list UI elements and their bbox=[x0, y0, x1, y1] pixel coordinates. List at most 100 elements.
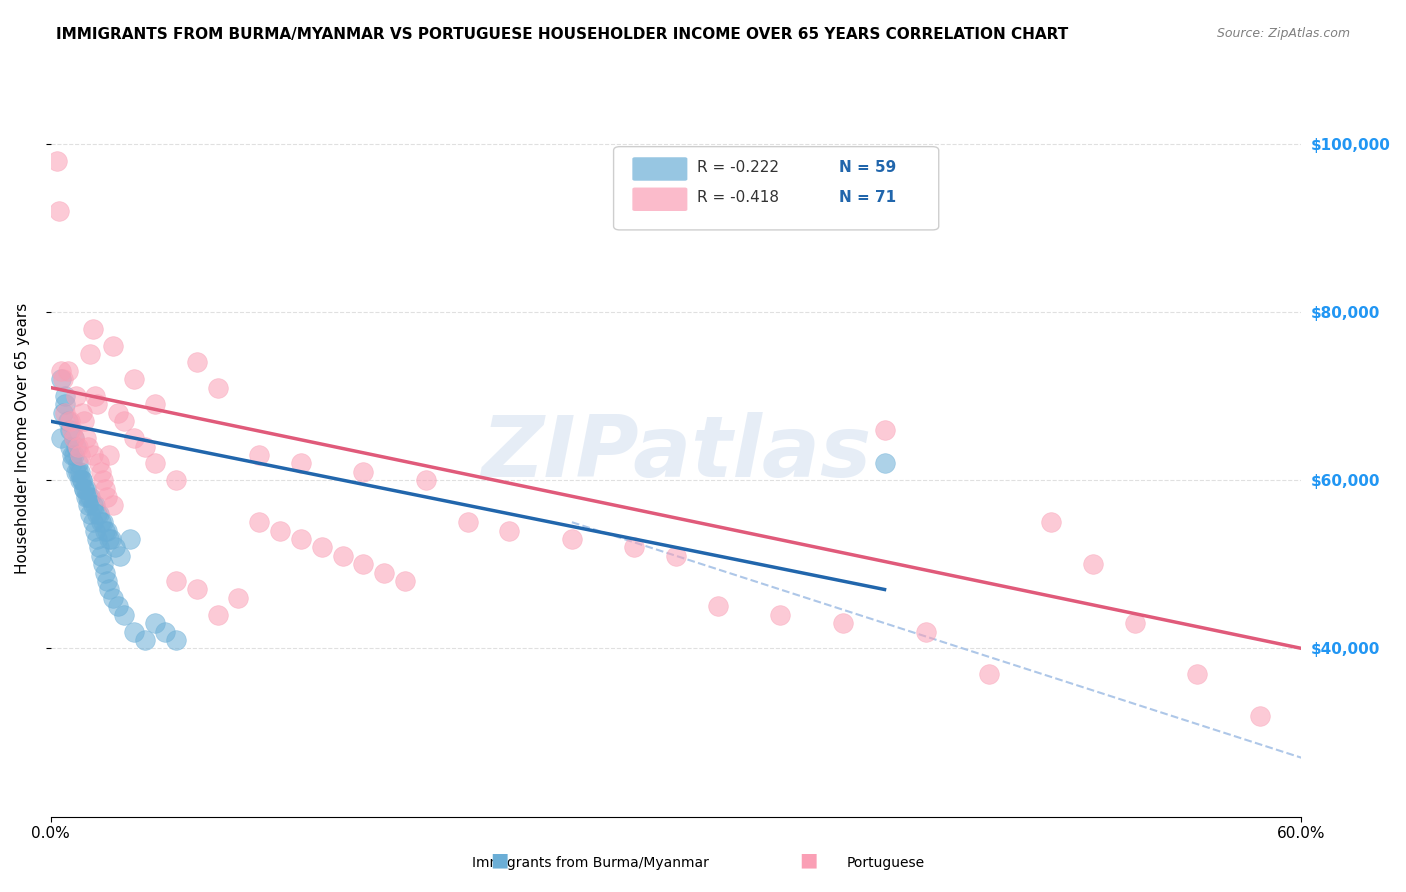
Point bbox=[165, 473, 187, 487]
Point bbox=[103, 499, 125, 513]
Point bbox=[73, 482, 96, 496]
Point bbox=[831, 616, 853, 631]
Point bbox=[87, 456, 110, 470]
Point bbox=[134, 440, 156, 454]
Point bbox=[96, 574, 118, 588]
Text: Immigrants from Burma/Myanmar: Immigrants from Burma/Myanmar bbox=[472, 855, 709, 870]
Point bbox=[62, 431, 84, 445]
Point bbox=[62, 431, 84, 445]
Point bbox=[290, 532, 312, 546]
Point bbox=[73, 414, 96, 428]
Point bbox=[66, 465, 89, 479]
Point bbox=[394, 574, 416, 588]
Point bbox=[58, 440, 80, 454]
Point bbox=[143, 397, 166, 411]
Point bbox=[82, 499, 104, 513]
Point bbox=[70, 473, 93, 487]
Point bbox=[122, 372, 145, 386]
Point bbox=[134, 632, 156, 647]
Point bbox=[247, 448, 270, 462]
Point bbox=[60, 448, 83, 462]
Point bbox=[498, 524, 520, 538]
Point bbox=[86, 532, 108, 546]
Point bbox=[1081, 558, 1104, 572]
Point bbox=[108, 549, 131, 563]
Text: ■: ■ bbox=[799, 851, 818, 870]
Point bbox=[353, 558, 375, 572]
Point bbox=[55, 406, 77, 420]
Point bbox=[122, 431, 145, 445]
Point bbox=[51, 372, 73, 386]
Point bbox=[112, 414, 135, 428]
Point bbox=[75, 482, 97, 496]
Point bbox=[96, 490, 118, 504]
Point bbox=[56, 364, 79, 378]
Point bbox=[353, 465, 375, 479]
Point bbox=[62, 448, 84, 462]
Point bbox=[52, 406, 75, 420]
Point bbox=[56, 414, 79, 428]
Point bbox=[69, 465, 91, 479]
Point bbox=[977, 666, 1000, 681]
Point bbox=[79, 347, 101, 361]
Point bbox=[90, 549, 112, 563]
Point bbox=[98, 582, 121, 597]
Text: ■: ■ bbox=[489, 851, 509, 870]
Text: IMMIGRANTS FROM BURMA/MYANMAR VS PORTUGUESE HOUSEHOLDER INCOME OVER 65 YEARS COR: IMMIGRANTS FROM BURMA/MYANMAR VS PORTUGU… bbox=[56, 27, 1069, 42]
Point bbox=[561, 532, 583, 546]
Point bbox=[228, 591, 250, 605]
Point bbox=[48, 204, 70, 219]
Point bbox=[66, 440, 89, 454]
Point bbox=[165, 574, 187, 588]
FancyBboxPatch shape bbox=[613, 146, 939, 230]
Point bbox=[373, 566, 395, 580]
Point bbox=[91, 558, 114, 572]
Point bbox=[98, 532, 121, 546]
Point bbox=[103, 338, 125, 352]
Point bbox=[82, 515, 104, 529]
Point bbox=[83, 524, 105, 538]
Point bbox=[60, 456, 83, 470]
Point bbox=[107, 406, 129, 420]
Point bbox=[769, 607, 792, 622]
Point bbox=[1185, 666, 1208, 681]
Point bbox=[86, 507, 108, 521]
Point bbox=[73, 482, 96, 496]
Point bbox=[52, 372, 75, 386]
Point bbox=[665, 549, 688, 563]
Text: N = 59: N = 59 bbox=[839, 160, 896, 175]
Text: R = -0.418: R = -0.418 bbox=[697, 190, 779, 205]
Text: N = 71: N = 71 bbox=[839, 190, 896, 205]
Point bbox=[91, 473, 114, 487]
Point bbox=[90, 515, 112, 529]
Point bbox=[55, 389, 77, 403]
Point bbox=[86, 397, 108, 411]
Point bbox=[122, 624, 145, 639]
Point bbox=[51, 364, 73, 378]
Point bbox=[415, 473, 437, 487]
Point bbox=[87, 507, 110, 521]
Point bbox=[94, 566, 117, 580]
Point bbox=[77, 490, 100, 504]
Point bbox=[66, 456, 89, 470]
Point bbox=[83, 389, 105, 403]
Point bbox=[143, 616, 166, 631]
Point bbox=[94, 482, 117, 496]
Point bbox=[1040, 515, 1063, 529]
Point bbox=[186, 355, 208, 369]
Point bbox=[60, 423, 83, 437]
Point bbox=[79, 507, 101, 521]
Point bbox=[96, 524, 118, 538]
Point bbox=[915, 624, 938, 639]
Point bbox=[332, 549, 354, 563]
Point bbox=[77, 440, 100, 454]
Text: R = -0.222: R = -0.222 bbox=[697, 160, 779, 175]
Point bbox=[82, 448, 104, 462]
Point bbox=[165, 632, 187, 647]
Point bbox=[186, 582, 208, 597]
Point bbox=[118, 532, 141, 546]
Point bbox=[58, 423, 80, 437]
Point bbox=[87, 541, 110, 555]
Point bbox=[90, 465, 112, 479]
Point bbox=[103, 591, 125, 605]
